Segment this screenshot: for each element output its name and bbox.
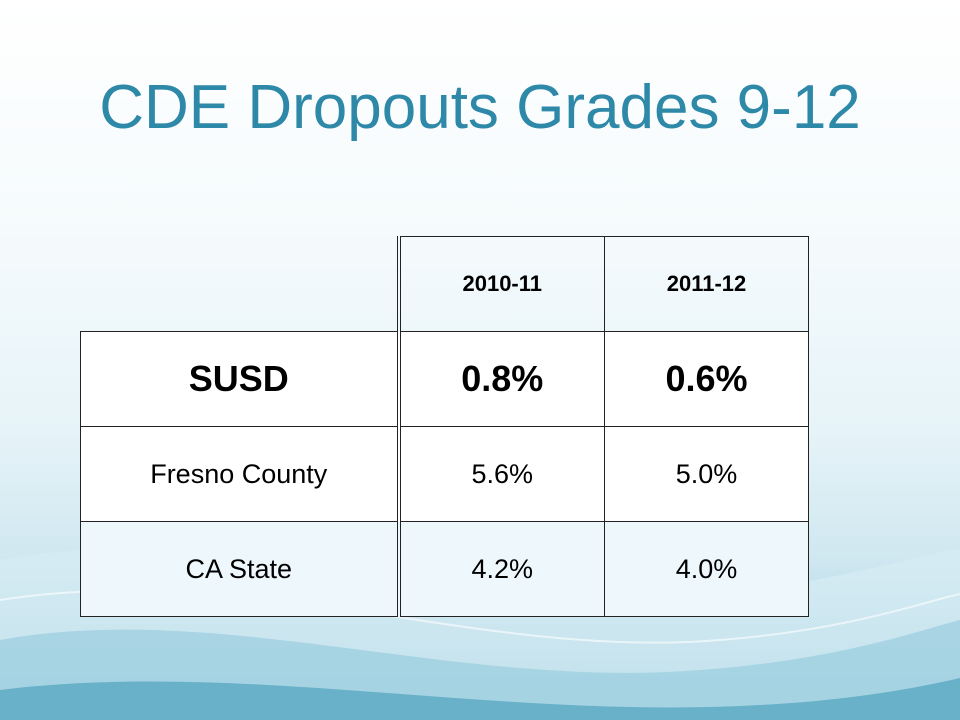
table-corner-cell [81, 237, 399, 332]
table-row-susd: SUSD 0.8% 0.6% [80, 331, 809, 427]
value-susd-2010-11: 0.8% [396, 331, 605, 427]
column-header-2010-11: 2010-11 [396, 236, 605, 332]
table-header-row: 2010-11 2011-12 [81, 236, 809, 332]
column-header-2011-12: 2011-12 [604, 236, 809, 332]
row-label-fresno-county: Fresno County [80, 426, 399, 522]
row-label-ca-state: CA State [80, 521, 399, 617]
row-label-susd: SUSD [80, 331, 399, 427]
value-ca-2011-12: 4.0% [604, 521, 809, 617]
wave-band-dark [0, 678, 960, 720]
slide-title: CDE Dropouts Grades 9-12 [99, 73, 861, 142]
value-fresno-2010-11: 5.6% [396, 426, 605, 522]
dropouts-table: 2010-11 2011-12 SUSD 0.8% 0.6% Fresno Co… [80, 236, 809, 617]
table-row-ca-state: CA State 4.2% 4.0% [80, 521, 809, 617]
table-row-fresno-county: Fresno County 5.6% 5.0% [80, 426, 809, 522]
value-susd-2011-12: 0.6% [604, 331, 809, 427]
value-ca-2010-11: 4.2% [396, 521, 605, 617]
dropouts-table-container: 2010-11 2011-12 SUSD 0.8% 0.6% Fresno Co… [80, 236, 809, 622]
value-fresno-2011-12: 5.0% [604, 426, 809, 522]
